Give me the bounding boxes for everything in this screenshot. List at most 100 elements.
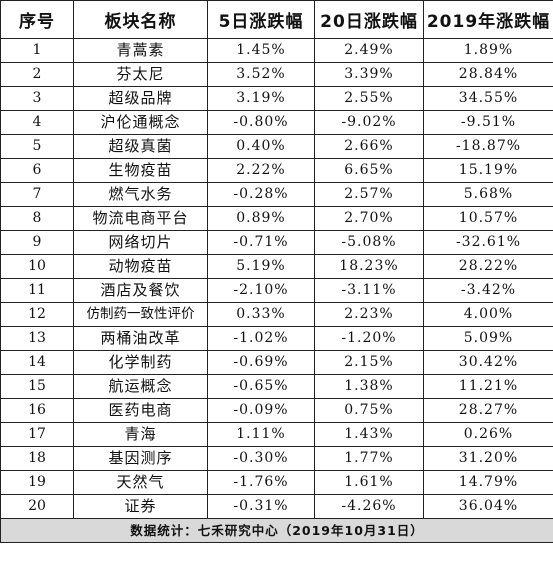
row-index: 6	[0, 158, 74, 183]
sector-performance-table: 序号 板块名称 5日涨跌幅 20日涨跌幅 2019年涨跌幅 1 青蒿素 1.45% 2…	[0, 0, 553, 543]
sector-name: 青蒿素	[73, 38, 208, 63]
table-row: 1 青蒿素 1.45% 2.49% 1.89%	[0, 38, 553, 63]
row-index: 14	[0, 350, 74, 375]
change-5day: -1.02%	[207, 326, 315, 351]
change-2019: -9.51%	[423, 110, 553, 135]
footer-row: 数据统计：七禾研究中心（2019年10月31日）	[0, 518, 553, 543]
row-index: 17	[0, 422, 74, 447]
row-index: 9	[0, 230, 74, 255]
change-20day: 2.15%	[314, 350, 424, 375]
table-row: 4 沪伦通概念 -0.80% -9.02% -9.51%	[0, 110, 553, 135]
change-20day: 1.38%	[314, 374, 424, 399]
change-2019: 28.84%	[423, 62, 553, 87]
change-5day: 0.40%	[207, 134, 315, 159]
row-index: 11	[0, 278, 74, 303]
change-5day: -0.30%	[207, 446, 315, 471]
row-index: 19	[0, 470, 74, 495]
table-row: 12 仿制药一致性评价 0.33% 2.23% 4.00%	[0, 302, 553, 327]
data-source-note: 数据统计：七禾研究中心（2019年10月31日）	[0, 518, 553, 543]
table-row: 11 酒店及餐饮 -2.10% -3.11% -3.42%	[0, 278, 553, 303]
sector-name: 化学制药	[73, 350, 208, 375]
change-20day: -5.08%	[314, 230, 424, 255]
change-20day: 2.23%	[314, 302, 424, 327]
change-2019: 28.22%	[423, 254, 553, 279]
change-5day: 1.11%	[207, 422, 315, 447]
change-2019: 10.57%	[423, 206, 553, 231]
change-5day: 3.52%	[207, 62, 315, 87]
change-5day: 0.33%	[207, 302, 315, 327]
change-20day: 2.66%	[314, 134, 424, 159]
table-row: 5 超级真菌 0.40% 2.66% -18.87%	[0, 134, 553, 159]
change-2019: 15.19%	[423, 158, 553, 183]
row-index: 16	[0, 398, 74, 423]
change-2019: 0.26%	[423, 422, 553, 447]
row-index: 7	[0, 182, 74, 207]
change-5day: 3.19%	[207, 86, 315, 111]
header-row: 序号 板块名称 5日涨跌幅 20日涨跌幅 2019年涨跌幅	[0, 0, 553, 39]
change-5day: -0.69%	[207, 350, 315, 375]
change-20day: -3.11%	[314, 278, 424, 303]
sector-name: 生物疫苗	[73, 158, 208, 183]
sector-name: 证券	[73, 494, 208, 519]
header-20day-change: 20日涨跌幅	[314, 0, 424, 39]
sector-name: 天然气	[73, 470, 208, 495]
change-5day: -0.09%	[207, 398, 315, 423]
row-index: 2	[0, 62, 74, 87]
sector-name: 基因测序	[73, 446, 208, 471]
change-5day: -1.76%	[207, 470, 315, 495]
change-2019: -18.87%	[423, 134, 553, 159]
change-5day: 5.19%	[207, 254, 315, 279]
sector-name: 医药电商	[73, 398, 208, 423]
change-2019: 30.42%	[423, 350, 553, 375]
row-index: 1	[0, 38, 74, 63]
sector-name: 两桶油改革	[73, 326, 208, 351]
change-20day: 2.57%	[314, 182, 424, 207]
table-row: 2 芬太尼 3.52% 3.39% 28.84%	[0, 62, 553, 87]
row-index: 3	[0, 86, 74, 111]
change-5day: -0.71%	[207, 230, 315, 255]
change-5day: -0.80%	[207, 110, 315, 135]
change-20day: 18.23%	[314, 254, 424, 279]
table-row: 15 航运概念 -0.65% 1.38% 11.21%	[0, 374, 553, 399]
change-20day: 2.70%	[314, 206, 424, 231]
change-20day: 0.75%	[314, 398, 424, 423]
change-2019: 1.89%	[423, 38, 553, 63]
table-body: 1 青蒿素 1.45% 2.49% 1.89% 2 芬太尼 3.52% 3.39% 28.84% 3…	[0, 38, 553, 519]
sector-name: 沪伦通概念	[73, 110, 208, 135]
change-20day: -4.26%	[314, 494, 424, 519]
change-20day: 1.43%	[314, 422, 424, 447]
change-2019: 36.04%	[423, 494, 553, 519]
sector-name: 仿制药一致性评价	[73, 302, 208, 327]
sector-name: 青海	[73, 422, 208, 447]
header-sector-name: 板块名称	[73, 0, 208, 39]
change-20day: 1.61%	[314, 470, 424, 495]
table-row: 19 天然气 -1.76% 1.61% 14.79%	[0, 470, 553, 495]
row-index: 18	[0, 446, 74, 471]
change-2019: 14.79%	[423, 470, 553, 495]
table-row: 16 医药电商 -0.09% 0.75% 28.27%	[0, 398, 553, 423]
change-2019: 28.27%	[423, 398, 553, 423]
table-row: 6 生物疫苗 2.22% 6.65% 15.19%	[0, 158, 553, 183]
sector-name: 动物疫苗	[73, 254, 208, 279]
sector-name: 物流电商平台	[73, 206, 208, 231]
change-2019: 31.20%	[423, 446, 553, 471]
change-20day: -1.20%	[314, 326, 424, 351]
change-2019: 5.09%	[423, 326, 553, 351]
sector-name: 超级品牌	[73, 86, 208, 111]
change-2019: 11.21%	[423, 374, 553, 399]
change-2019: -32.61%	[423, 230, 553, 255]
change-5day: -2.10%	[207, 278, 315, 303]
table-row: 7 燃气水务 -0.28% 2.57% 5.68%	[0, 182, 553, 207]
table-row: 14 化学制药 -0.69% 2.15% 30.42%	[0, 350, 553, 375]
row-index: 12	[0, 302, 74, 327]
change-2019: 5.68%	[423, 182, 553, 207]
change-5day: 1.45%	[207, 38, 315, 63]
change-20day: 2.55%	[314, 86, 424, 111]
change-2019: 34.55%	[423, 86, 553, 111]
sector-name: 燃气水务	[73, 182, 208, 207]
table-row: 17 青海 1.11% 1.43% 0.26%	[0, 422, 553, 447]
change-20day: 6.65%	[314, 158, 424, 183]
row-index: 20	[0, 494, 74, 519]
change-5day: -0.31%	[207, 494, 315, 519]
